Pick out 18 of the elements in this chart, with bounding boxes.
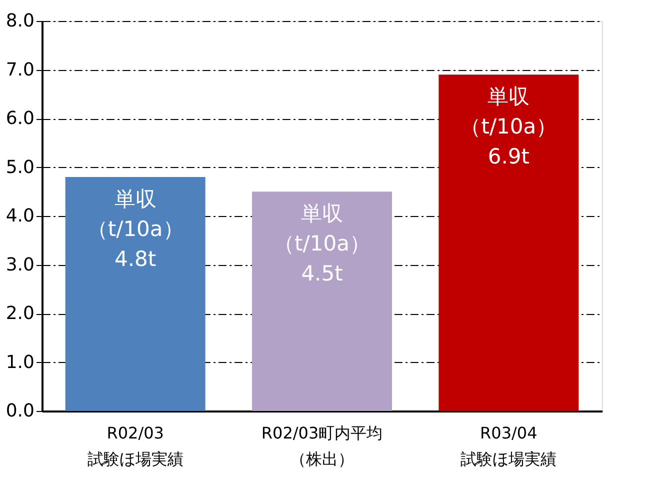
y-tick-label: 5.0: [6, 156, 34, 178]
data-label: 単収（t/10a）6.9t: [460, 84, 558, 169]
y-tick-label: 4.0: [6, 206, 34, 226]
data-label: 単収（t/10a）4.8t: [86, 187, 184, 271]
bar: [438, 74, 579, 411]
y-tick-label: 7.0: [6, 59, 34, 80]
data-label: 単収（t/10a）4.5t: [274, 202, 370, 286]
x-tick-label: R03/04 試験ほ場実績: [460, 424, 557, 468]
bar: [252, 192, 392, 411]
x-tick-label: R02/03 試験ほ場実績: [87, 424, 184, 468]
bar: [65, 177, 206, 411]
y-tick-label: 1.0: [6, 352, 34, 373]
y-tick-label: 8.0: [6, 10, 34, 32]
y-tick-label: 6.0: [6, 108, 34, 129]
y-tick-label: 2.0: [6, 303, 34, 324]
y-tick-label: 0.0: [6, 400, 34, 422]
y-tick-label: 3.0: [6, 254, 34, 276]
x-tick-label: R02/03町内平均（株出）: [261, 424, 383, 468]
